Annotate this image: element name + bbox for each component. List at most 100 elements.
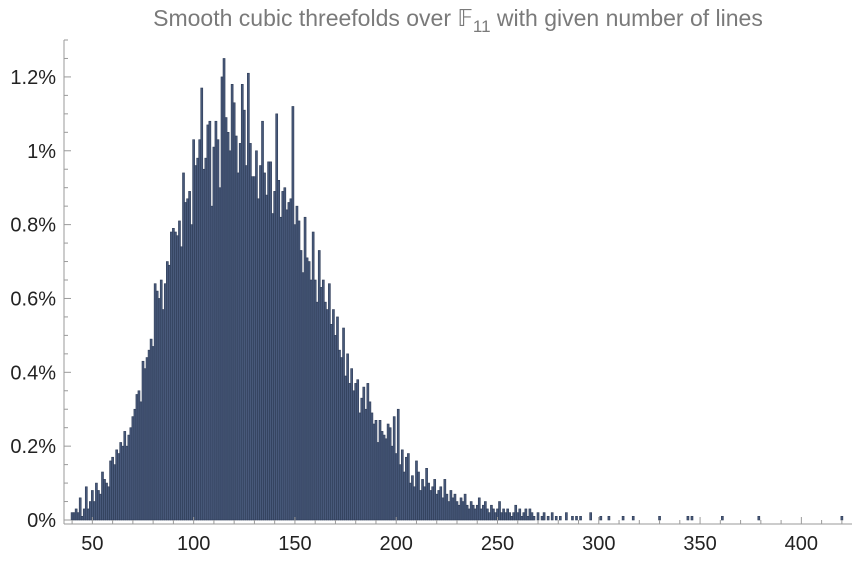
histogram-bar: [74, 508, 78, 521]
histogram-bar: [461, 501, 465, 521]
histogram-bar: [78, 497, 82, 521]
histogram-bar: [212, 146, 216, 521]
histogram-bar: [277, 180, 281, 521]
histogram-bar: [273, 191, 276, 521]
histogram-bar: [536, 512, 540, 521]
histogram-bar: [309, 279, 313, 521]
histogram-bar: [690, 516, 694, 521]
histogram-bar: [249, 143, 252, 521]
histogram-bar: [400, 449, 404, 521]
axes-layer: 0% 0.2% 0.4% 0.6% 0.8% 1% 1.2% 50 100 150 200 250 30…: [10, 39, 852, 555]
histogram-bar: [419, 490, 422, 521]
histogram-bar: [97, 490, 100, 521]
histogram-bar: [429, 490, 432, 521]
title-main: Smooth cubic threefolds over 𝔽: [153, 5, 473, 31]
histogram-bar: [348, 383, 351, 521]
histogram-bar: [174, 231, 177, 521]
histogram-bar: [571, 516, 574, 521]
histogram-bar: [490, 504, 493, 521]
bars-layer: [70, 58, 844, 521]
histogram-bar: [107, 486, 110, 521]
y-tick-label: 0.6%: [10, 288, 56, 310]
histogram-bar: [338, 349, 341, 521]
histogram-bar: [315, 301, 319, 521]
histogram-bar: [366, 383, 370, 521]
histogram-bar: [206, 124, 210, 521]
histogram-bar: [455, 501, 459, 521]
histogram-bar: [267, 161, 270, 521]
histogram-bar: [170, 231, 173, 521]
histogram-bar: [198, 139, 202, 521]
histogram-bar: [342, 327, 345, 521]
histogram-bar: [433, 479, 437, 521]
histogram-bar: [512, 512, 516, 521]
histogram-bar: [631, 516, 635, 521]
histogram-bar: [540, 516, 544, 521]
histogram-bar: [224, 117, 228, 521]
histogram-bar: [558, 516, 562, 521]
histogram-bar: [230, 84, 234, 521]
histogram-bar: [117, 453, 121, 521]
histogram-bar: [281, 191, 285, 521]
histogram-bar: [500, 512, 503, 521]
histogram-bar: [486, 508, 489, 521]
histogram-bar: [295, 205, 299, 521]
histogram-bar: [362, 386, 366, 521]
histogram-bar: [575, 516, 578, 521]
histogram-bar: [504, 512, 507, 521]
histogram-bar: [386, 423, 390, 521]
histogram-bar: [240, 84, 244, 521]
histogram-bar: [599, 516, 603, 521]
histogram-bar: [238, 143, 242, 521]
histogram-bar: [99, 493, 102, 521]
histogram-bar: [554, 516, 558, 521]
histogram-bar: [356, 379, 360, 521]
x-tick-label: 150: [278, 533, 311, 555]
histogram-bar: [139, 401, 143, 521]
histogram-bar: [259, 165, 262, 521]
histogram-bar: [757, 516, 761, 521]
histogram-bar: [380, 431, 384, 521]
histogram-bar: [163, 283, 167, 521]
histogram-bar: [376, 442, 380, 521]
histogram-bar: [546, 516, 550, 521]
histogram-bar: [686, 516, 690, 521]
histogram-bar: [522, 512, 526, 521]
histogram-bar: [498, 501, 501, 521]
histogram-bar: [153, 283, 157, 521]
histogram-bar: [352, 390, 355, 521]
histogram-bar: [508, 512, 511, 521]
histogram-bar: [113, 464, 116, 521]
histogram-bar: [423, 486, 426, 521]
x-tick-label: 250: [481, 533, 514, 555]
histogram-bar: [413, 486, 416, 521]
histogram-bar: [528, 508, 532, 521]
histogram-bar: [149, 338, 153, 521]
histogram-bar: [234, 135, 238, 521]
histogram-bar: [658, 516, 661, 521]
histogram-bar: [188, 191, 191, 521]
x-tick-label: 200: [380, 533, 413, 555]
histogram-bar: [155, 290, 159, 521]
histogram-bar: [532, 516, 536, 521]
chart-title: Smooth cubic threefolds over 𝔽11 with gi…: [153, 5, 763, 36]
histogram-bar: [305, 257, 309, 521]
histogram-bar: [330, 324, 333, 521]
histogram-bar: [202, 168, 206, 521]
histogram-bar: [443, 479, 447, 521]
histogram-bar: [319, 287, 323, 521]
histogram-bar: [141, 360, 145, 521]
histogram-bar: [159, 279, 163, 521]
histogram-bar: [131, 416, 135, 521]
histogram-bar: [621, 516, 625, 521]
histogram-bar: [182, 172, 185, 521]
histogram-bar: [263, 172, 266, 521]
histogram-bar: [127, 434, 131, 521]
histogram-bar: [245, 165, 248, 521]
y-tick-label: 0%: [27, 510, 56, 532]
histogram-bar: [840, 516, 844, 521]
histogram-bar: [111, 456, 114, 521]
histogram-bar: [93, 501, 96, 521]
histogram-bar: [135, 394, 139, 521]
